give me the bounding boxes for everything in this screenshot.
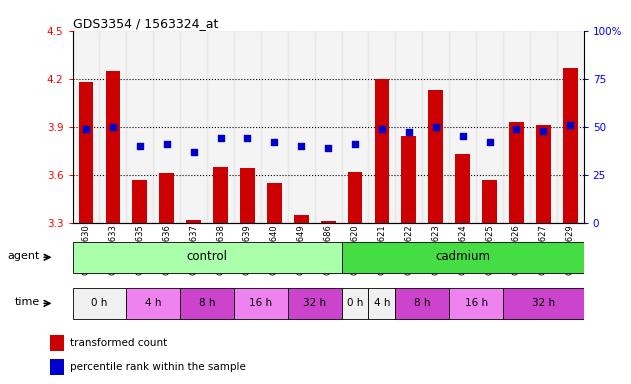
Bar (341, 242, 584, 273)
Point (296, 143, 306, 149)
Bar (449, 31, 476, 223)
Bar (476, 31, 503, 223)
Text: cadmium: cadmium (435, 250, 490, 263)
Point (189, 149, 199, 155)
Bar (375, 79, 389, 223)
Text: 4 h: 4 h (374, 298, 390, 308)
Bar (105, 71, 121, 223)
Point (511, 126, 521, 132)
Point (242, 135, 252, 141)
Bar (294, 215, 309, 223)
Point (485, 139, 495, 145)
Point (162, 141, 172, 147)
Bar (536, 125, 551, 223)
Point (538, 127, 548, 134)
Bar (100, 31, 126, 223)
Point (565, 122, 575, 128)
Bar (213, 167, 228, 223)
Bar (126, 288, 180, 319)
Bar (261, 31, 288, 223)
Bar (186, 220, 201, 223)
Bar (73, 242, 341, 273)
Bar (234, 288, 288, 319)
Bar (153, 31, 180, 223)
Bar (79, 82, 93, 223)
Text: percentile rank within the sample: percentile rank within the sample (69, 362, 245, 372)
Text: time: time (15, 296, 40, 307)
Bar (50, 335, 64, 351)
Bar (530, 31, 557, 223)
Point (215, 135, 225, 141)
Text: 8 h: 8 h (199, 298, 215, 308)
Bar (401, 136, 416, 223)
Point (108, 124, 118, 130)
Bar (348, 172, 362, 223)
Bar (455, 154, 470, 223)
Bar (234, 31, 261, 223)
Bar (267, 183, 281, 223)
Text: 32 h: 32 h (532, 298, 555, 308)
Bar (396, 31, 422, 223)
Bar (503, 31, 530, 223)
Bar (288, 31, 315, 223)
Bar (50, 359, 64, 375)
Bar (73, 288, 126, 319)
Bar (563, 68, 577, 223)
Bar (207, 31, 234, 223)
Bar (557, 31, 584, 223)
Point (135, 143, 145, 149)
Bar (422, 31, 449, 223)
Bar (73, 31, 100, 223)
Text: 4 h: 4 h (145, 298, 162, 308)
Text: 0 h: 0 h (91, 298, 108, 308)
Point (404, 129, 414, 136)
Bar (321, 221, 336, 223)
Text: 16 h: 16 h (464, 298, 488, 308)
Point (350, 141, 360, 147)
Point (377, 126, 387, 132)
Text: 32 h: 32 h (303, 298, 326, 308)
Bar (341, 31, 369, 223)
Text: 16 h: 16 h (249, 298, 273, 308)
Bar (159, 173, 174, 223)
Bar (449, 288, 503, 319)
Text: GDS3354 / 1563324_at: GDS3354 / 1563324_at (73, 17, 218, 30)
Bar (509, 122, 524, 223)
Point (457, 133, 468, 139)
Bar (240, 168, 255, 223)
Bar (288, 288, 341, 319)
Point (269, 139, 280, 145)
Bar (396, 288, 449, 319)
Bar (133, 180, 147, 223)
Text: 0 h: 0 h (347, 298, 363, 308)
Bar (428, 90, 443, 223)
Point (431, 124, 441, 130)
Text: control: control (187, 250, 228, 263)
Point (81, 126, 91, 132)
Bar (126, 31, 153, 223)
Text: agent: agent (8, 250, 40, 261)
Bar (315, 31, 341, 223)
Bar (369, 288, 396, 319)
Bar (482, 180, 497, 223)
Point (323, 145, 333, 151)
Text: 8 h: 8 h (414, 298, 430, 308)
Bar (369, 31, 396, 223)
Text: transformed count: transformed count (69, 338, 167, 348)
Bar (341, 288, 369, 319)
Bar (180, 288, 234, 319)
Bar (180, 31, 207, 223)
Bar (503, 288, 584, 319)
